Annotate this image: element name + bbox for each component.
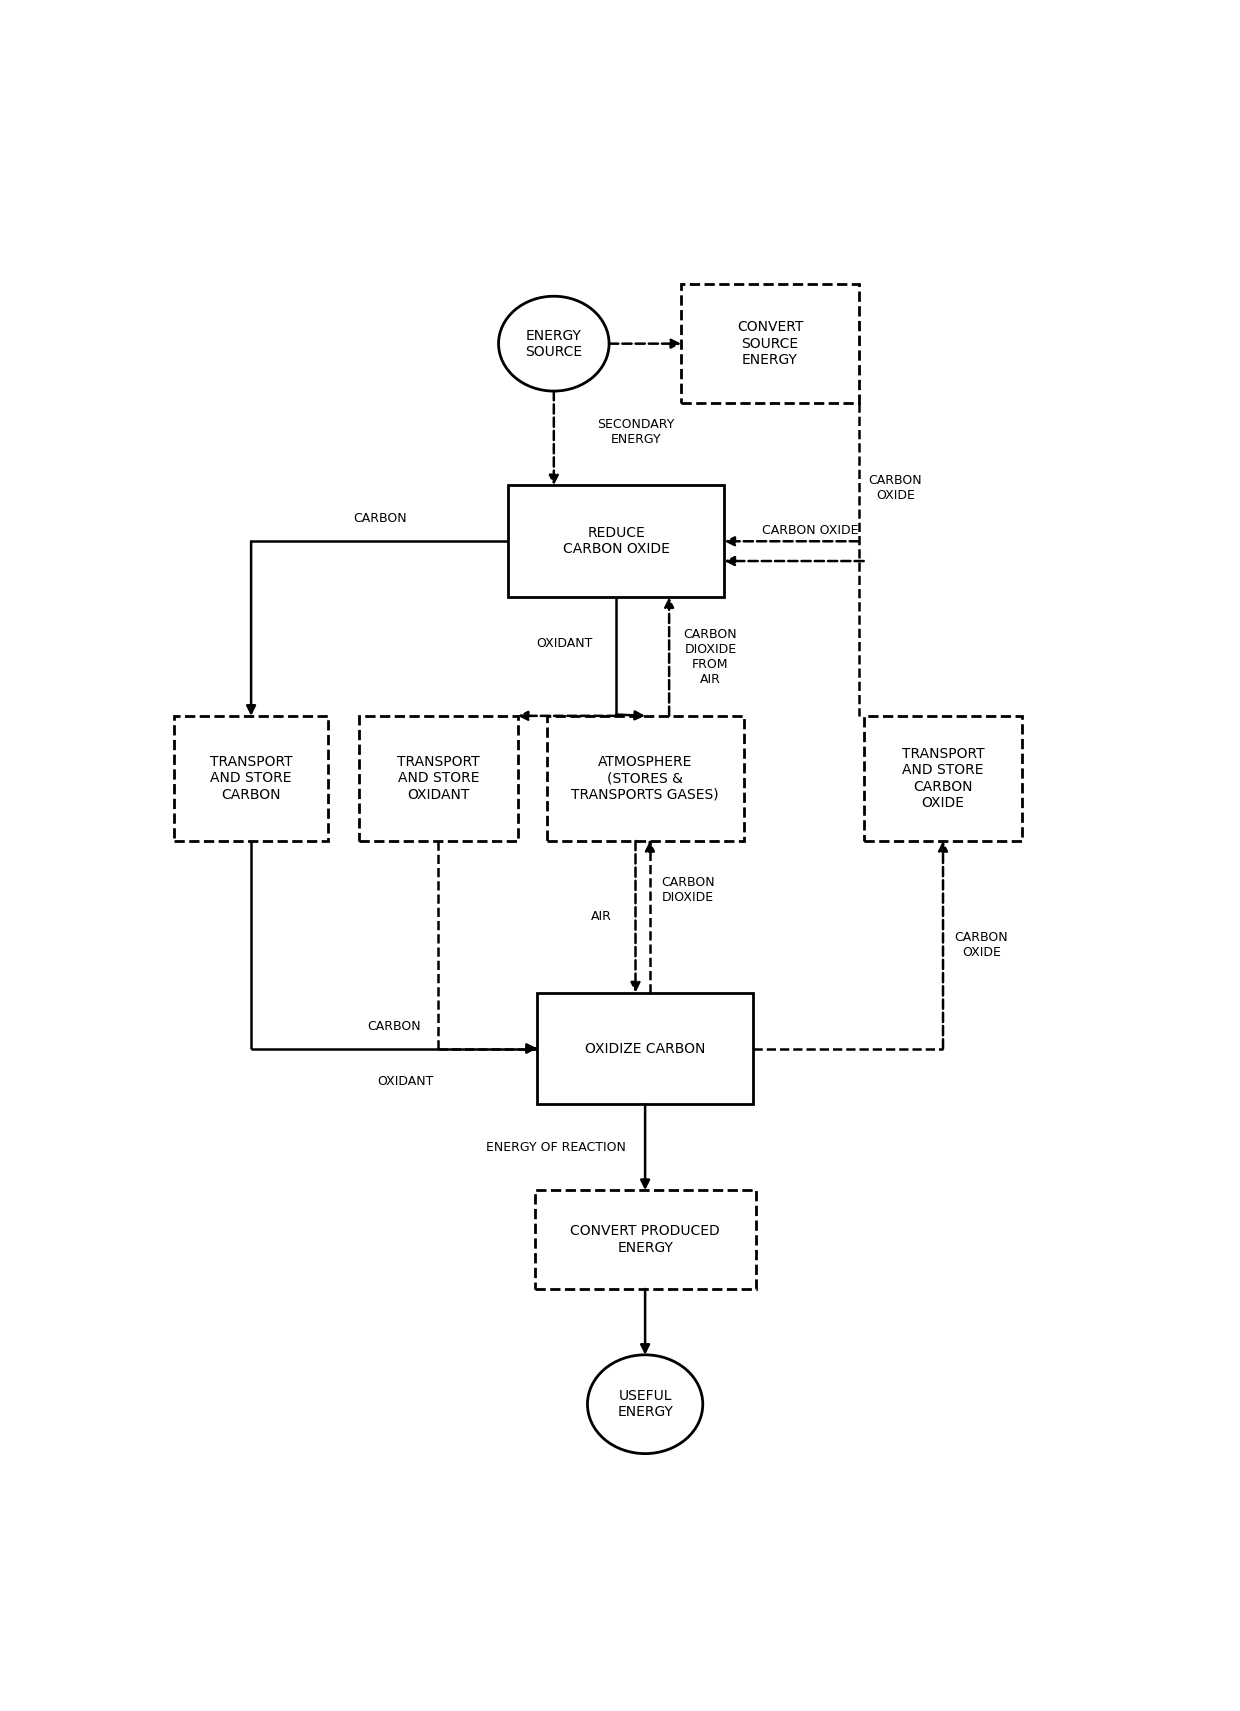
- FancyBboxPatch shape: [508, 486, 724, 597]
- Text: CARBON
DIOXIDE: CARBON DIOXIDE: [661, 876, 715, 905]
- FancyBboxPatch shape: [360, 715, 518, 842]
- FancyBboxPatch shape: [864, 715, 1022, 842]
- Ellipse shape: [588, 1355, 703, 1454]
- Text: ENERGY OF REACTION: ENERGY OF REACTION: [486, 1141, 626, 1153]
- Text: CARBON
OXIDE: CARBON OXIDE: [868, 474, 923, 501]
- Text: TRANSPORT
AND STORE
CARBON
OXIDE: TRANSPORT AND STORE CARBON OXIDE: [901, 748, 985, 809]
- Text: TRANSPORT
AND STORE
OXIDANT: TRANSPORT AND STORE OXIDANT: [397, 755, 480, 802]
- Text: OXIDANT: OXIDANT: [377, 1075, 434, 1088]
- FancyBboxPatch shape: [681, 284, 859, 404]
- Text: TRANSPORT
AND STORE
CARBON: TRANSPORT AND STORE CARBON: [210, 755, 293, 802]
- Text: REDUCE
CARBON OXIDE: REDUCE CARBON OXIDE: [563, 527, 670, 556]
- Text: AIR: AIR: [590, 910, 611, 924]
- Text: CARBON: CARBON: [367, 1020, 420, 1033]
- FancyBboxPatch shape: [534, 1191, 755, 1288]
- Text: OXIDANT: OXIDANT: [536, 636, 593, 650]
- Text: USEFUL
ENERGY: USEFUL ENERGY: [618, 1389, 673, 1420]
- Text: ATMOSPHERE
(STORES &
TRANSPORTS GASES): ATMOSPHERE (STORES & TRANSPORTS GASES): [572, 755, 719, 802]
- Text: CONVERT PRODUCED
ENERGY: CONVERT PRODUCED ENERGY: [570, 1225, 720, 1254]
- FancyBboxPatch shape: [174, 715, 327, 842]
- Text: ENERGY
SOURCE: ENERGY SOURCE: [526, 329, 583, 359]
- Text: CONVERT
SOURCE
ENERGY: CONVERT SOURCE ENERGY: [737, 320, 804, 366]
- FancyBboxPatch shape: [547, 715, 744, 842]
- FancyBboxPatch shape: [537, 992, 753, 1105]
- Text: CARBON OXIDE: CARBON OXIDE: [763, 524, 859, 537]
- Text: CARBON: CARBON: [353, 513, 407, 525]
- Text: CARBON
DIOXIDE
FROM
AIR: CARBON DIOXIDE FROM AIR: [683, 628, 737, 686]
- Text: CARBON
OXIDE: CARBON OXIDE: [955, 931, 1008, 958]
- Text: OXIDIZE CARBON: OXIDIZE CARBON: [585, 1042, 706, 1056]
- Ellipse shape: [498, 296, 609, 392]
- Text: SECONDARY
ENERGY: SECONDARY ENERGY: [596, 417, 675, 445]
